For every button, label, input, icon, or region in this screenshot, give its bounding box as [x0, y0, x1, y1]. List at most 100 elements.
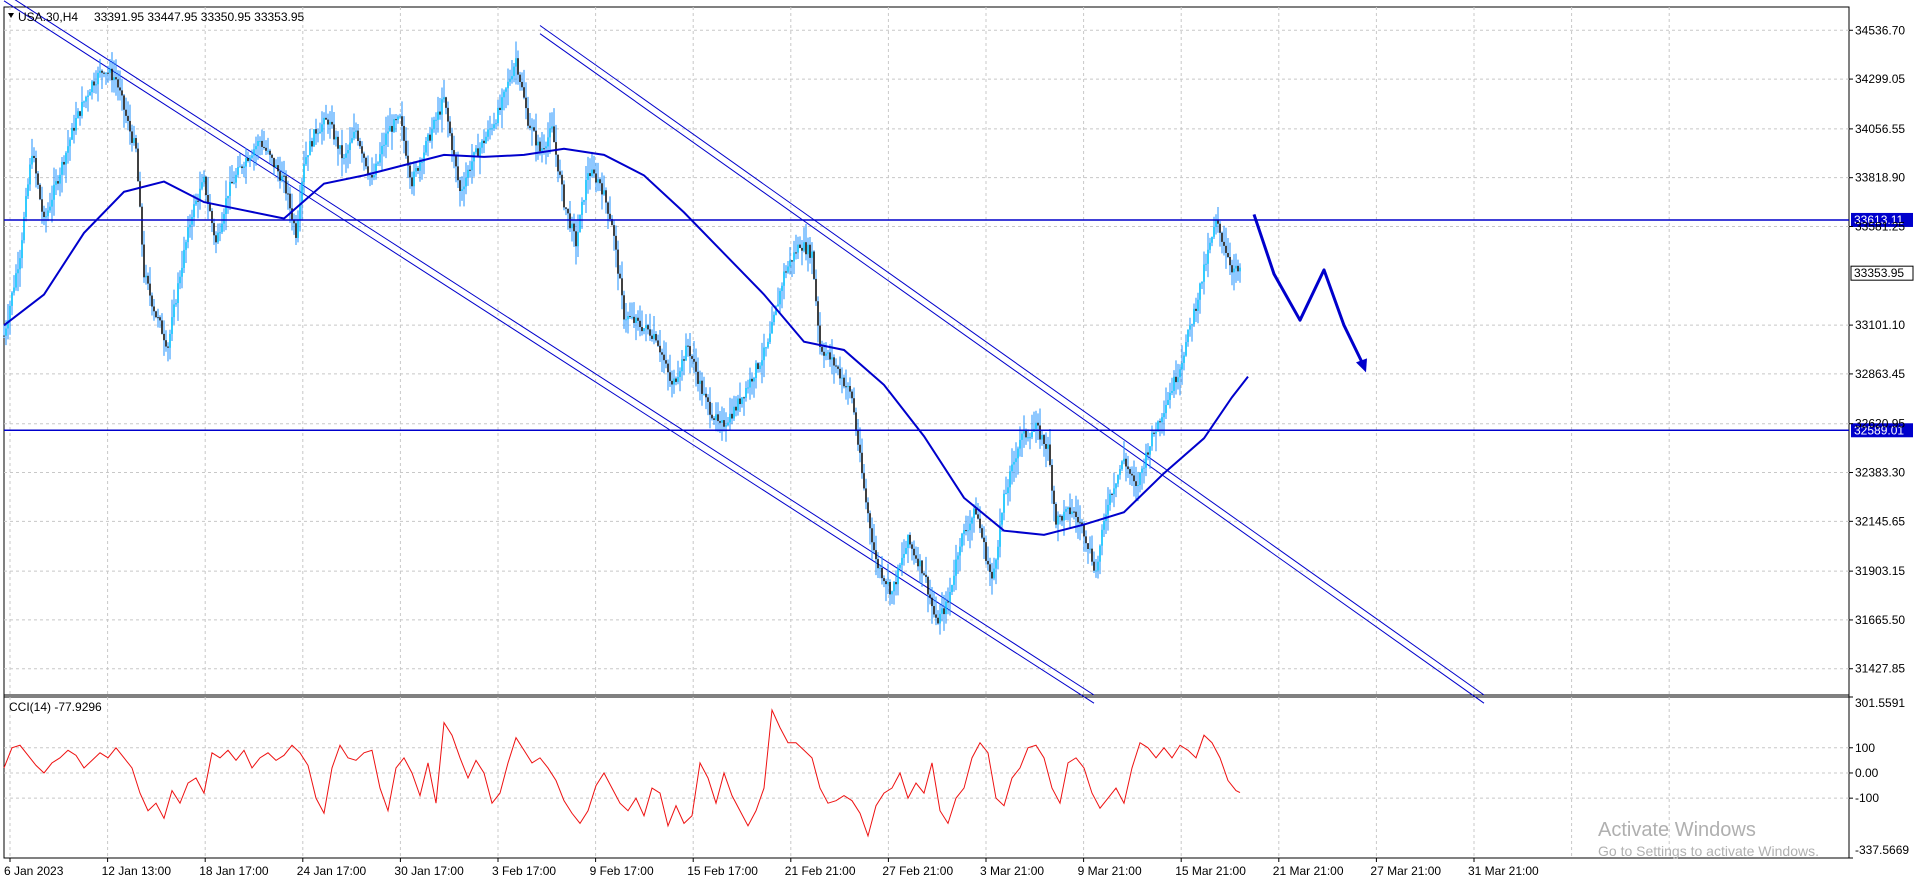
candle-body	[1079, 522, 1081, 524]
candle-body	[117, 79, 119, 88]
ma-polyline	[3, 147, 1249, 536]
candle-body	[1001, 512, 1003, 525]
candle-body	[1085, 536, 1087, 544]
candle-body	[883, 578, 885, 582]
candle-body	[969, 523, 971, 531]
candle-body	[667, 363, 669, 373]
candle-body	[61, 161, 63, 175]
candle-body	[19, 258, 21, 270]
candle-body	[231, 181, 233, 184]
candle-body	[805, 242, 807, 255]
candle-body	[839, 368, 841, 379]
candle-body	[195, 200, 197, 205]
candle-body	[303, 164, 305, 183]
candle-body	[919, 560, 921, 567]
candle-body	[803, 242, 805, 251]
candle-body	[311, 141, 313, 147]
candle-body	[911, 544, 913, 549]
level-tag-bg	[1851, 212, 1913, 227]
candle-body	[545, 146, 547, 149]
candle-body	[471, 161, 473, 171]
candle-body	[1003, 493, 1005, 513]
collapse-triangle-icon[interactable]	[8, 13, 14, 18]
candle-body	[823, 351, 825, 356]
candle-body	[1099, 545, 1101, 562]
candle-body	[573, 223, 575, 232]
candle-body	[597, 179, 599, 183]
candle-body	[35, 158, 37, 174]
candle-body	[935, 614, 937, 618]
candle-body	[921, 560, 923, 574]
candle-body	[785, 271, 787, 273]
candle-body	[811, 251, 813, 258]
candle-body	[795, 252, 797, 254]
candle-body	[1185, 342, 1187, 356]
candle-body	[393, 119, 395, 132]
candle-body	[575, 231, 577, 247]
candle-body	[987, 560, 989, 565]
candle-body	[623, 295, 625, 320]
candle-body	[239, 166, 241, 168]
candle-body	[45, 216, 47, 218]
candle-body	[799, 244, 801, 248]
candle-body	[237, 167, 239, 175]
candle-body	[863, 473, 865, 489]
candle-body	[717, 414, 719, 422]
symbol-header: USA.30,H4	[18, 10, 78, 24]
candle-body	[141, 206, 143, 245]
candle-body	[57, 181, 59, 184]
candle-body	[293, 219, 295, 224]
candle-body	[549, 128, 551, 138]
candle-body	[207, 194, 209, 204]
candle-body	[481, 140, 483, 148]
candle-body	[319, 131, 321, 134]
candle-body	[853, 398, 855, 413]
candle-body	[787, 266, 789, 273]
candle-body	[307, 155, 309, 158]
candle-body	[125, 109, 127, 116]
candle-body	[155, 311, 157, 318]
candle-body	[445, 97, 447, 108]
candle-body	[135, 138, 137, 149]
candle-body	[361, 146, 363, 154]
time-tick-label: 18 Jan 17:00	[199, 864, 269, 878]
candle-body	[477, 148, 479, 157]
candle-body	[965, 530, 967, 532]
candle-body	[209, 203, 211, 211]
candle-body	[1205, 263, 1207, 265]
candle-body	[609, 213, 611, 219]
candle-body	[745, 388, 747, 398]
candle-body	[1095, 570, 1097, 572]
candle-body	[1215, 219, 1217, 227]
candle-body	[521, 81, 523, 88]
cci-tick-label: -100	[1855, 791, 1879, 805]
candle-body	[1171, 390, 1173, 393]
time-tick-label: 3 Feb 17:00	[492, 864, 556, 878]
candle-body	[1225, 245, 1227, 253]
candle-body	[173, 304, 175, 318]
candle-body	[779, 290, 781, 305]
candle-body	[251, 155, 253, 158]
candle-body	[585, 179, 587, 201]
candle-body	[485, 136, 487, 144]
candle-body	[761, 360, 763, 366]
candle-body	[527, 108, 529, 126]
candle-body	[535, 130, 537, 146]
time-axis: 6 Jan 2023 12 Jan 13:00 18 Jan 17:00 24 Jan…	[4, 858, 1539, 878]
candle-body	[1173, 376, 1175, 391]
candle-body	[809, 244, 811, 258]
candle-body	[1127, 466, 1129, 470]
candle-body	[523, 87, 525, 98]
candle-body	[927, 576, 929, 595]
candle-body	[69, 139, 71, 147]
candle-body	[759, 365, 761, 369]
candle-body	[859, 444, 861, 453]
candle-body	[517, 58, 519, 75]
candle-body	[631, 316, 633, 318]
candle-body	[841, 377, 843, 379]
candle-body	[255, 146, 257, 150]
candle-body	[735, 406, 737, 411]
candle-body	[1169, 392, 1171, 400]
candle-body	[765, 347, 767, 349]
